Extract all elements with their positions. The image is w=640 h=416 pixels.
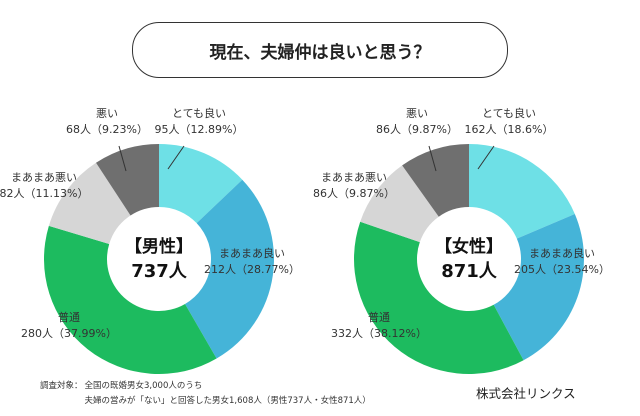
leader-line (428, 145, 437, 172)
slice-value-label: 82人（11.13%） (0, 187, 88, 200)
slice-label: まあまあ良い (219, 246, 285, 260)
leader-line (477, 145, 495, 170)
donut-slice-female-4 (402, 144, 469, 217)
slice-value-label: 332人（38.12%） (331, 327, 427, 340)
donut-slice-male-2 (44, 225, 217, 374)
donut-slice-male-0 (159, 144, 243, 224)
slice-value-label: 205人（23.54%） (514, 263, 610, 276)
company-name: 株式会社リンクス (476, 386, 576, 401)
donut-slice-female-1 (493, 213, 584, 361)
slice-label: まあまあ良い (529, 246, 595, 260)
slice-value-label: 68人（9.23%） (66, 123, 148, 136)
donut-slice-male-3 (48, 162, 131, 245)
slice-label: 悪い (96, 107, 118, 120)
center-total: 871人 (441, 261, 498, 282)
slice-value-label: 86人（9.87%） (313, 187, 395, 200)
donut-slice-male-1 (185, 179, 274, 359)
slice-value-label: 95人（12.89%） (155, 123, 244, 136)
footnote-spacer (40, 394, 83, 406)
donut-slice-female-0 (469, 144, 575, 239)
donut-slice-female-3 (360, 165, 439, 243)
footnote: 調査対象： 全国の既婚男女3,000人のうち 夫婦の営みが「ない」と回答した男女… (40, 379, 371, 406)
slice-label: まあまあ悪い (321, 171, 387, 184)
donut-slice-female-2 (353, 221, 524, 374)
title-text: 現在、夫婦仲は良いと思う？ (209, 42, 431, 63)
slice-label: まあまあ悪い (11, 171, 77, 184)
slice-label: 悪い (406, 107, 428, 120)
slice-label: とても良い (172, 106, 226, 120)
footnote-line1: 全国の既婚男女3,000人のうち (84, 381, 203, 391)
center-label: 【女性】 (435, 236, 503, 257)
donut-slice-male-4 (96, 144, 159, 216)
center-label: 【男性】 (125, 236, 193, 257)
leader-line (118, 145, 127, 172)
slice-value-label: 212人（28.77%） (204, 263, 300, 276)
slice-label: 普通 (368, 310, 390, 324)
footnote-label: 調査対象： (40, 381, 83, 391)
slice-value-label: 86人（9.87%） (376, 123, 458, 136)
slice-value-label: 280人（37.99%） (21, 327, 117, 340)
slice-label: 普通 (58, 310, 80, 324)
slice-value-label: 162人（18.6%） (465, 123, 554, 136)
leader-line (167, 145, 185, 170)
chart-title: 現在、夫婦仲は良いと思う？ (132, 22, 508, 78)
center-total: 737人 (131, 261, 188, 282)
slice-label: とても良い (482, 106, 536, 120)
footnote-line2: 夫婦の営みが「ない」と回答した男女1,608人（男性737人・女性871人） (84, 396, 371, 406)
